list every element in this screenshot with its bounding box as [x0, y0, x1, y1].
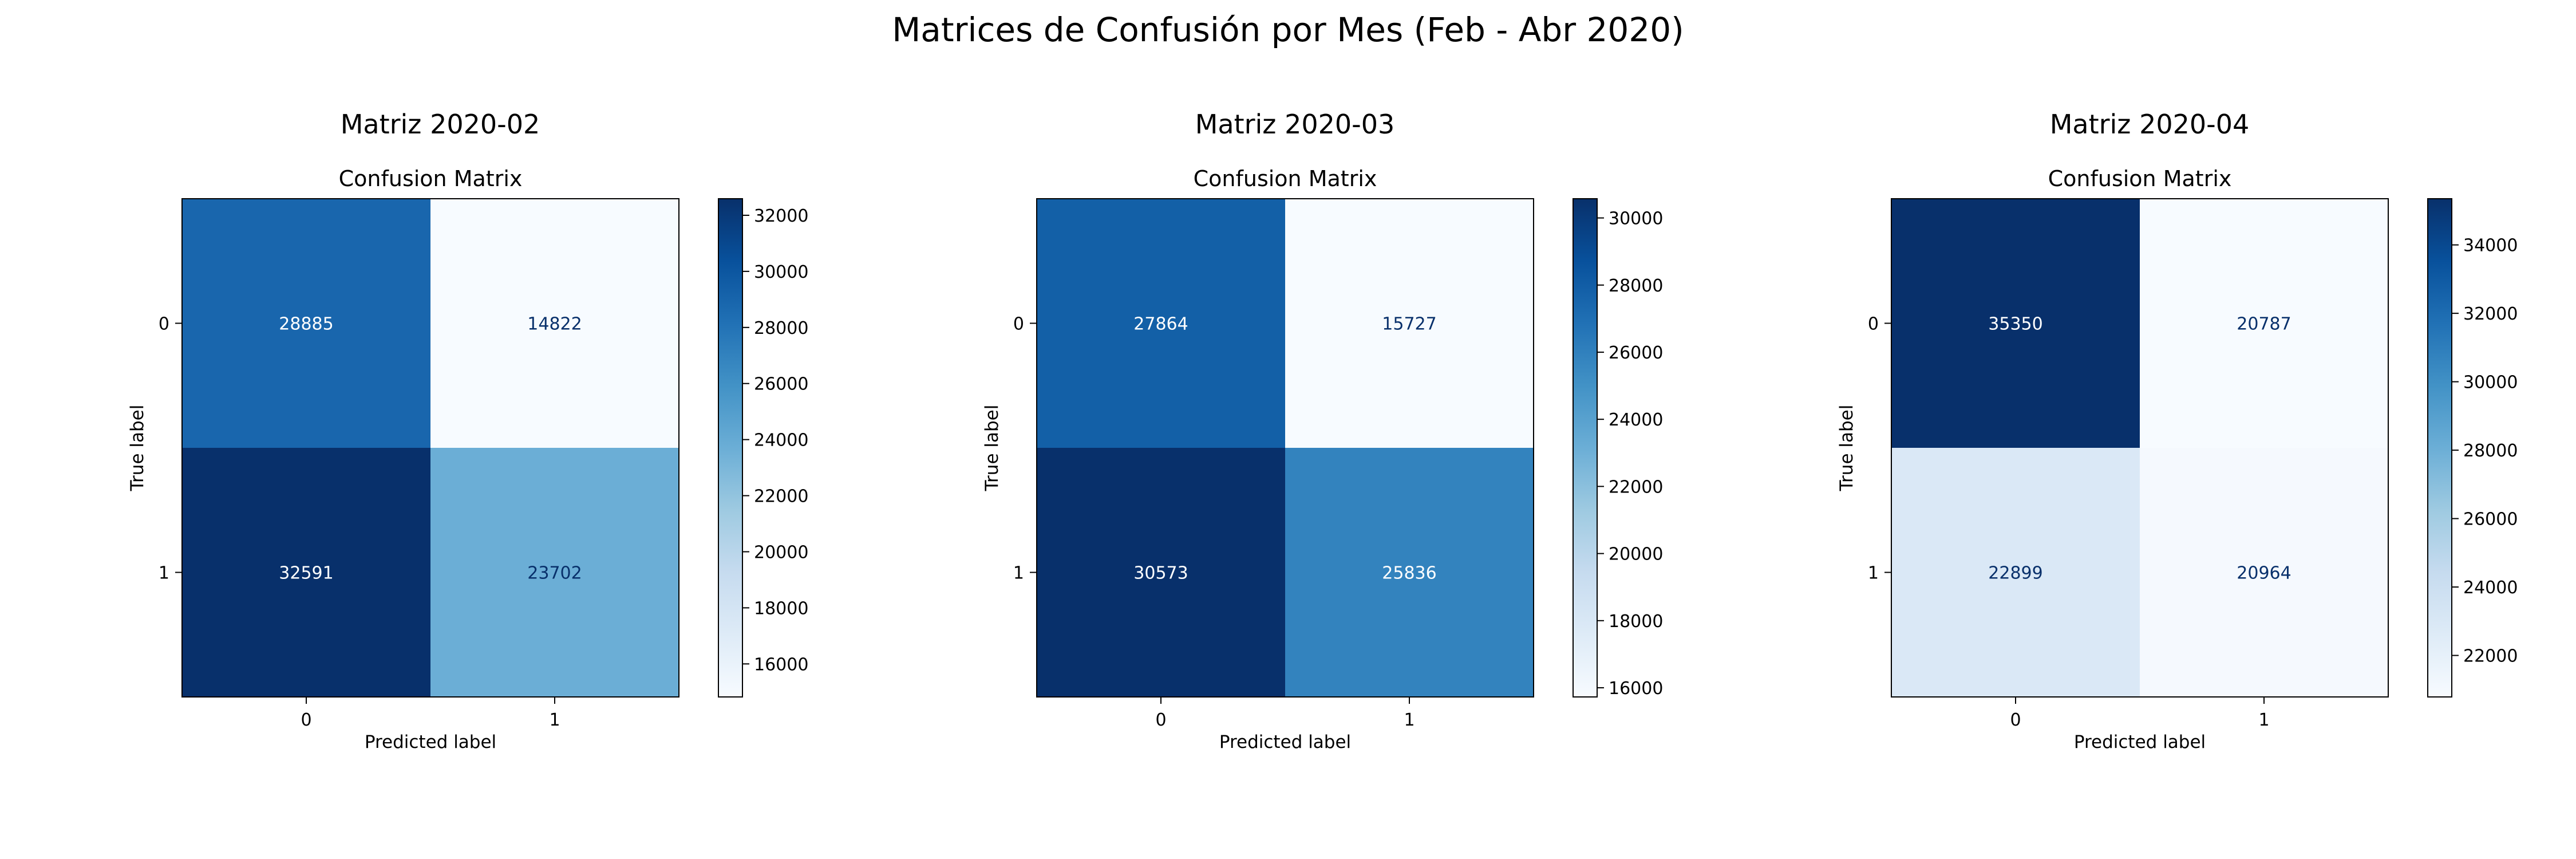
matrix-cell — [182, 199, 430, 448]
figure-title: Matrices de Confusión por Mes (Feb - Abr… — [892, 10, 1684, 49]
x-tick-label: 0 — [1155, 710, 1166, 730]
colorbar-tick-label: 32000 — [754, 206, 808, 226]
colorbar-tick-label: 18000 — [1609, 612, 1663, 632]
x-tick-label: 0 — [2010, 710, 2021, 730]
matrix-cell — [430, 199, 679, 448]
axes-title: Confusion Matrix — [2048, 166, 2232, 191]
x-axis-label: Predicted label — [1219, 732, 1351, 752]
matrix-cell — [1891, 448, 2140, 697]
colorbar-tick-label: 30000 — [754, 262, 808, 282]
cell-value-label: 30573 — [1133, 564, 1188, 584]
y-tick-label: 0 — [1013, 314, 1024, 334]
y-axis-label: True label — [127, 405, 148, 492]
colorbar-tick-label: 20000 — [754, 542, 808, 562]
matrix-cell — [1285, 199, 1534, 448]
cell-value-label: 32591 — [279, 564, 333, 584]
confusion-matrix-panel: Matriz 2020-02 Confusion Matrix 28885 14822… — [127, 109, 808, 752]
colorbar-tick-label: 24000 — [754, 431, 808, 451]
confusion-matrix-panel: Matriz 2020-03 Confusion Matrix 27864 15727… — [982, 109, 1663, 752]
colorbar-tick-label: 32000 — [2463, 304, 2518, 324]
cell-value-label: 15727 — [1382, 314, 1436, 334]
colorbar-tick-label: 16000 — [1609, 679, 1663, 699]
matrix-cell — [1037, 448, 1285, 697]
matrix-cell — [1285, 448, 1534, 697]
x-tick-label: 1 — [549, 710, 560, 730]
matrix-cell — [1037, 199, 1285, 448]
colorbar-tick-label: 30000 — [1609, 209, 1663, 229]
axes-title: Confusion Matrix — [339, 166, 523, 191]
colorbar-tick-label: 26000 — [1609, 343, 1663, 363]
cell-value-label: 20787 — [2237, 314, 2291, 334]
matrix-cell — [430, 448, 679, 697]
y-axis-label: True label — [982, 405, 1002, 492]
panel-title: Matriz 2020-04 — [2050, 109, 2250, 140]
cell-value-label: 20964 — [2237, 564, 2291, 584]
y-tick-label: 1 — [1868, 564, 1879, 584]
matrix-cell — [1891, 199, 2140, 448]
colorbar-tick-label: 28000 — [2463, 441, 2518, 461]
colorbar-tick-label: 22000 — [1609, 477, 1663, 497]
colorbar-tick-label: 26000 — [754, 375, 808, 395]
matrix-cell — [182, 448, 430, 697]
colorbar-tick-label: 24000 — [2463, 578, 2518, 598]
y-tick-label: 1 — [159, 564, 169, 584]
colorbar-tick-label: 22000 — [754, 487, 808, 507]
y-tick-label: 1 — [1013, 564, 1024, 584]
axes-frame — [1891, 198, 2389, 698]
colorbar-tick-label: 22000 — [2463, 647, 2518, 667]
cell-value-label: 22899 — [1988, 564, 2042, 584]
colorbar-tick-label: 24000 — [1609, 410, 1663, 430]
colorbar-tick-label: 20000 — [1609, 545, 1663, 565]
colorbar-tick-label: 34000 — [2463, 236, 2518, 256]
colorbar-tick-label: 26000 — [2463, 510, 2518, 530]
cell-value-label: 25836 — [1382, 564, 1436, 584]
cell-value-label: 14822 — [527, 314, 582, 334]
colorbar-tick-label: 28000 — [1609, 276, 1663, 296]
x-tick-label: 0 — [301, 710, 311, 730]
colorbar — [1573, 198, 1598, 698]
colorbar-tick-label: 28000 — [754, 318, 808, 338]
axes-frame — [1036, 198, 1534, 698]
colorbar-tick-label: 18000 — [754, 598, 808, 618]
colorbar-tick-label: 16000 — [754, 655, 808, 675]
matrix-cell — [2140, 448, 2388, 697]
cell-value-label: 28885 — [279, 314, 333, 334]
colorbar — [718, 198, 743, 698]
panel-title: Matriz 2020-03 — [1195, 109, 1395, 140]
cell-value-label: 27864 — [1133, 314, 1188, 334]
panel-title: Matriz 2020-02 — [341, 109, 540, 140]
confusion-matrix-panel: Matriz 2020-04 Confusion Matrix 35350 20787… — [1836, 109, 2518, 752]
cell-value-label: 23702 — [527, 564, 582, 584]
y-tick-label: 0 — [159, 314, 169, 334]
axes-frame — [181, 198, 679, 698]
cell-value-label: 35350 — [1988, 314, 2042, 334]
matrix-cell — [2140, 199, 2388, 448]
x-tick-label: 1 — [2258, 710, 2269, 730]
x-axis-label: Predicted label — [365, 732, 496, 752]
axes-title: Confusion Matrix — [1194, 166, 1377, 191]
colorbar-tick-label: 30000 — [2463, 373, 2518, 393]
x-axis-label: Predicted label — [2074, 732, 2206, 752]
colorbar — [2427, 198, 2452, 698]
y-axis-label: True label — [1836, 405, 1857, 492]
x-tick-label: 1 — [1404, 710, 1415, 730]
y-tick-label: 0 — [1868, 314, 1879, 334]
